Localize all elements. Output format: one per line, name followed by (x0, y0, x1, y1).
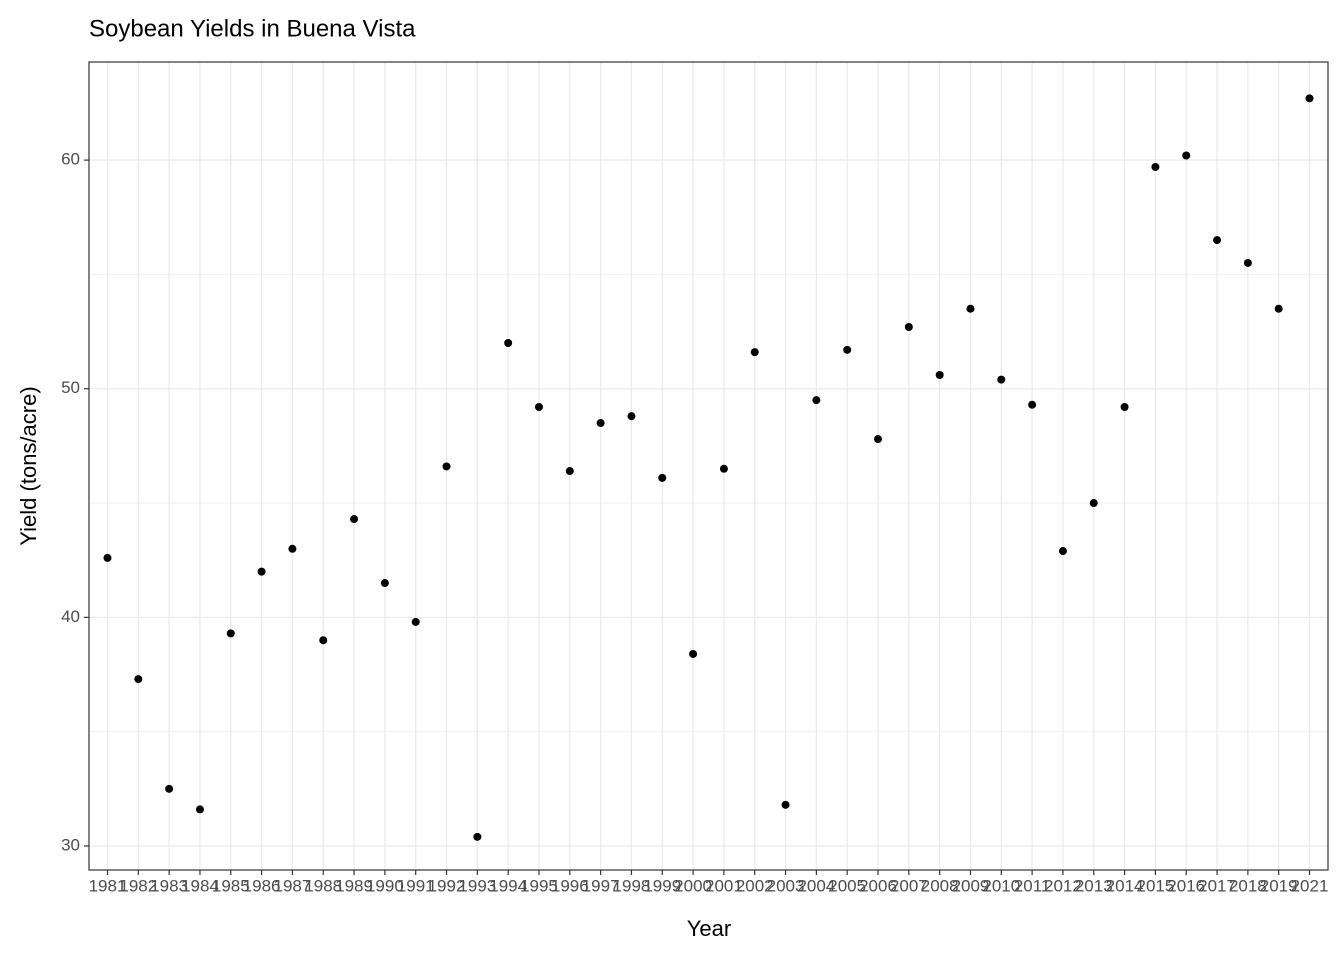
y-tick-label: 50 (61, 378, 80, 397)
x-tick-label: 2001 (705, 876, 743, 895)
point (750, 348, 759, 357)
x-tick-label: 1996 (551, 876, 589, 895)
x-tick-label: 2008 (921, 876, 959, 895)
point (103, 553, 112, 562)
x-tick-label: 1995 (520, 876, 558, 895)
x-tick-label: 1983 (150, 876, 188, 895)
x-tick-label: 1984 (181, 876, 219, 895)
point (534, 403, 543, 412)
x-tick-label: 1997 (582, 876, 620, 895)
point (1243, 258, 1252, 267)
x-tick-label: 2019 (1260, 876, 1298, 895)
point (257, 567, 266, 576)
x-tick-label: 1991 (397, 876, 435, 895)
point (689, 649, 698, 658)
point (411, 617, 420, 626)
point (226, 629, 235, 638)
point (134, 675, 143, 684)
chart-title: Soybean Yields in Buena Vista (89, 15, 416, 42)
point (1151, 162, 1160, 171)
panel-border (88, 61, 1329, 871)
x-tick-label: 1981 (89, 876, 127, 895)
x-tick-label: 2021 (1291, 876, 1329, 895)
point (596, 419, 605, 428)
point (1305, 94, 1314, 103)
x-tick-label: 1986 (243, 876, 281, 895)
x-tick-label: 1982 (119, 876, 157, 895)
x-tick-label: 1999 (643, 876, 681, 895)
x-tick-label: 2010 (982, 876, 1020, 895)
point (1274, 304, 1283, 313)
x-tick-label: 1998 (613, 876, 651, 895)
x-tick-label: 2004 (797, 876, 835, 895)
point (380, 579, 389, 588)
x-tick-label: 1994 (489, 876, 527, 895)
x-tick-label: 2000 (674, 876, 712, 895)
point (442, 462, 451, 471)
x-tick-label: 1993 (458, 876, 496, 895)
x-tick-label: 1990 (366, 876, 404, 895)
point (843, 345, 852, 354)
point (1028, 400, 1037, 409)
point (966, 304, 975, 313)
x-tick-label: 2014 (1106, 876, 1144, 895)
point (1120, 403, 1129, 412)
x-tick-label: 2009 (952, 876, 990, 895)
x-tick-label: 2015 (1136, 876, 1174, 895)
point (1089, 499, 1098, 508)
point (658, 473, 667, 482)
x-tick-label: 2011 (1014, 876, 1051, 895)
x-tick-label: 2005 (828, 876, 866, 895)
point (1213, 236, 1222, 245)
point (812, 396, 821, 405)
point (781, 800, 790, 809)
point (288, 544, 297, 553)
y-tick-label: 30 (61, 835, 80, 854)
point (904, 322, 913, 331)
point (319, 636, 328, 645)
x-tick-label: 2002 (736, 876, 774, 895)
point (165, 784, 174, 793)
point (473, 832, 482, 841)
x-tick-label: 2018 (1229, 876, 1267, 895)
x-tick-label: 1992 (428, 876, 466, 895)
x-tick-label: 1987 (274, 876, 312, 895)
x-tick-label: 2006 (859, 876, 897, 895)
y-tick-label: 60 (61, 150, 80, 169)
point (997, 375, 1006, 384)
point (627, 412, 636, 421)
y-tick-label: 40 (61, 607, 80, 626)
y-axis-title: Yield (tons/acre) (16, 386, 41, 545)
point (1182, 151, 1191, 160)
x-tick-label: 2007 (890, 876, 928, 895)
point (935, 371, 944, 380)
x-tick-label: 2016 (1167, 876, 1205, 895)
point (874, 435, 883, 444)
x-tick-label: 1985 (212, 876, 250, 895)
x-tick-label: 2017 (1198, 876, 1236, 895)
point (350, 515, 359, 524)
point (195, 805, 204, 814)
point (1058, 547, 1067, 556)
x-tick-label: 1989 (335, 876, 373, 895)
point (719, 464, 728, 473)
x-axis-title: Year (687, 916, 731, 941)
x-tick-label: 2013 (1075, 876, 1113, 895)
point (565, 467, 574, 476)
point (504, 338, 513, 347)
x-tick-label: 2003 (767, 876, 805, 895)
x-tick-label: 1988 (304, 876, 342, 895)
x-tick-label: 2012 (1044, 876, 1082, 895)
